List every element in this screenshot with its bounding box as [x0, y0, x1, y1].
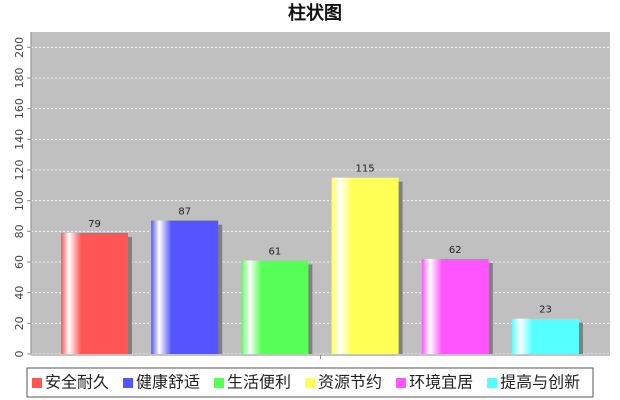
legend-label: 健康舒适 — [136, 373, 200, 392]
legend-label: 生活便利 — [227, 373, 291, 392]
legend-label: 安全耐久 — [45, 373, 109, 392]
y-tick-label: 160 — [13, 98, 26, 119]
y-tick-label: 200 — [13, 37, 26, 58]
y-tick-label: 40 — [13, 286, 26, 300]
value-label: 62 — [449, 245, 462, 256]
value-label: 115 — [356, 164, 375, 175]
value-label: 61 — [269, 246, 282, 257]
y-tick-label: 20 — [13, 316, 26, 330]
bar — [421, 258, 489, 354]
bar — [512, 318, 579, 354]
legend-swatch — [396, 378, 407, 388]
legend-swatch — [32, 378, 42, 388]
bar — [241, 260, 309, 354]
legend-swatch — [123, 378, 134, 388]
bar — [151, 220, 219, 354]
bar — [331, 177, 399, 354]
legend-swatch — [487, 378, 498, 388]
y-tick-label: 140 — [13, 129, 26, 150]
legend-swatch — [305, 378, 316, 388]
y-tick-label: 60 — [13, 255, 26, 269]
legend-label: 提高与创新 — [500, 373, 580, 392]
y-tick-label: 80 — [13, 224, 26, 238]
legend-swatch — [214, 378, 225, 388]
chart-title: 柱状图 — [288, 2, 342, 24]
y-tick-label: 0 — [13, 351, 26, 358]
legend-label: 资源节约 — [318, 373, 382, 392]
value-label: 79 — [88, 219, 101, 230]
value-label: 23 — [539, 305, 552, 316]
value-label: 87 — [178, 207, 191, 218]
y-tick-label: 180 — [13, 68, 26, 89]
y-tick-label: 100 — [13, 190, 26, 211]
bar — [61, 232, 128, 354]
legend-label: 环境宜居 — [409, 373, 473, 392]
y-tick-label: 120 — [13, 160, 26, 181]
